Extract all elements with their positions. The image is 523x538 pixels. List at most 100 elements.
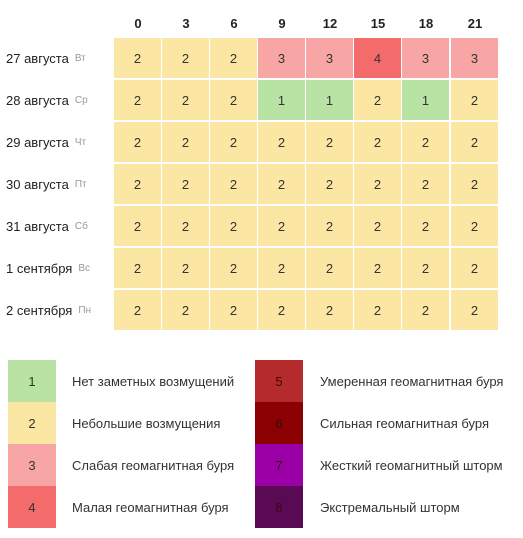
kp-cell: 2 <box>402 248 449 288</box>
day-date: 31 августа <box>6 218 69 234</box>
legend-swatch: 5 <box>255 360 303 402</box>
kp-cell: 2 <box>162 80 209 120</box>
legend-label: Сильная геомагнитная буря <box>320 415 489 431</box>
kp-cell: 2 <box>258 248 305 288</box>
kp-cell: 2 <box>114 122 161 162</box>
legend-label: Малая геомагнитная буря <box>72 499 229 515</box>
kp-cell: 2 <box>402 122 449 162</box>
day-label: 29 августа Чт <box>6 121 116 163</box>
day-date: 2 сентября <box>6 302 73 318</box>
kp-cell: 1 <box>258 80 305 120</box>
kp-cell: 2 <box>451 80 498 120</box>
day-of-week: Чт <box>74 136 87 148</box>
hour-header: 3 <box>182 16 190 31</box>
kp-cell: 2 <box>210 290 257 330</box>
day-date: 30 августа <box>6 176 69 192</box>
day-label: 30 августа Пт <box>6 163 116 205</box>
kp-cell: 2 <box>402 164 449 204</box>
kp-cell: 2 <box>451 206 498 246</box>
kp-cell: 2 <box>210 80 257 120</box>
hour-header: 21 <box>467 16 483 31</box>
kp-cell: 2 <box>210 164 257 204</box>
kp-cell: 2 <box>210 248 257 288</box>
legend-label: Экстремальный шторм <box>320 499 460 515</box>
kp-cell: 3 <box>258 38 305 78</box>
hour-header: 0 <box>134 16 142 31</box>
kp-cell: 2 <box>114 164 161 204</box>
kp-cell: 2 <box>258 122 305 162</box>
kp-cell: 2 <box>210 122 257 162</box>
legend-swatch: 1 <box>8 360 56 402</box>
kp-cell: 2 <box>402 290 449 330</box>
legend-label: Нет заметных возмущений <box>72 373 235 389</box>
legend-swatch: 2 <box>8 402 56 444</box>
kp-cell: 3 <box>451 38 498 78</box>
kp-cell: 2 <box>162 248 209 288</box>
kp-cell: 2 <box>114 206 161 246</box>
kp-cell: 2 <box>162 38 209 78</box>
legend-label: Слабая геомагнитная буря <box>72 457 235 473</box>
kp-cell: 2 <box>114 38 161 78</box>
kp-cell: 2 <box>114 80 161 120</box>
legend-label: Небольшие возмущения <box>72 415 221 431</box>
legend-swatch: 6 <box>255 402 303 444</box>
kp-cell: 2 <box>354 122 401 162</box>
hour-header: 9 <box>278 16 286 31</box>
legend-swatch: 4 <box>8 486 56 528</box>
kp-cell: 2 <box>354 290 401 330</box>
kp-cell: 1 <box>402 80 449 120</box>
kp-cell: 2 <box>306 290 353 330</box>
day-of-week: Ср <box>74 94 88 106</box>
kp-cell: 2 <box>258 290 305 330</box>
day-date: 27 августа <box>6 50 69 66</box>
day-of-week: Вт <box>74 52 86 64</box>
kp-cell: 2 <box>162 206 209 246</box>
kp-cell: 2 <box>451 164 498 204</box>
hour-header: 18 <box>418 16 434 31</box>
hour-header: 15 <box>370 16 386 31</box>
kp-cell: 2 <box>210 38 257 78</box>
kp-cell: 2 <box>451 248 498 288</box>
day-label: 2 сентября Пн <box>6 289 116 331</box>
kp-cell: 1 <box>306 80 353 120</box>
kp-cell: 2 <box>210 206 257 246</box>
kp-cell: 4 <box>354 38 401 78</box>
kp-forecast-grid: 0 3 6 9 12 15 18 21 27 августа Вт 2 2 2 3 3 4 3 3… <box>6 16 498 331</box>
kp-cell: 2 <box>354 164 401 204</box>
kp-cell: 2 <box>402 206 449 246</box>
kp-cell: 2 <box>258 164 305 204</box>
kp-cell: 2 <box>162 164 209 204</box>
kp-cell: 2 <box>114 248 161 288</box>
kp-cell: 3 <box>306 38 353 78</box>
day-of-week: Пт <box>74 178 87 190</box>
hour-header: 6 <box>230 16 238 31</box>
day-date: 28 августа <box>6 92 69 108</box>
day-label: 1 сентября Вс <box>6 247 116 289</box>
day-label: 28 августа Ср <box>6 79 116 121</box>
kp-cell: 2 <box>162 122 209 162</box>
kp-cell: 2 <box>451 290 498 330</box>
kp-cell: 2 <box>306 206 353 246</box>
legend-swatch: 3 <box>8 444 56 486</box>
hour-header: 12 <box>322 16 338 31</box>
kp-cell: 2 <box>354 80 401 120</box>
kp-cell: 2 <box>114 290 161 330</box>
day-label: 31 августа Сб <box>6 205 116 247</box>
kp-cell: 2 <box>162 290 209 330</box>
day-date: 1 сентября <box>6 260 73 276</box>
kp-cell: 2 <box>306 164 353 204</box>
day-label: 27 августа Вт <box>6 37 116 79</box>
legend-label: Умеренная геомагнитная буря <box>320 373 504 389</box>
kp-cell: 2 <box>354 206 401 246</box>
kp-cell: 3 <box>402 38 449 78</box>
kp-cell: 2 <box>451 122 498 162</box>
kp-cell: 2 <box>258 206 305 246</box>
kp-cell: 2 <box>354 248 401 288</box>
legend-swatch: 7 <box>255 444 303 486</box>
legend-label: Жесткий геомагнитный шторм <box>320 457 503 473</box>
day-of-week: Сб <box>74 220 88 232</box>
day-of-week: Вс <box>78 262 90 274</box>
day-of-week: Пн <box>78 304 92 316</box>
legend-swatch: 8 <box>255 486 303 528</box>
day-date: 29 августа <box>6 134 69 150</box>
